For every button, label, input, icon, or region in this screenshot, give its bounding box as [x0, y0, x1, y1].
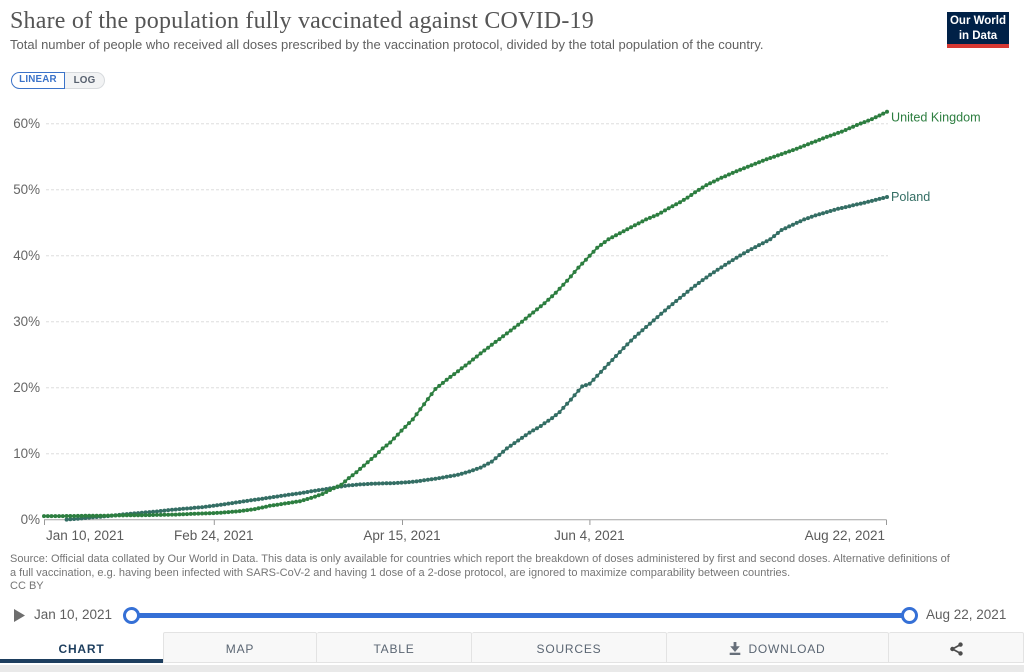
svg-text:20%: 20%: [13, 380, 40, 395]
svg-text:30%: 30%: [13, 314, 40, 329]
svg-text:0%: 0%: [21, 512, 40, 527]
svg-text:50%: 50%: [13, 182, 40, 197]
svg-text:60%: 60%: [13, 116, 40, 131]
svg-text:Apr 15, 2021: Apr 15, 2021: [363, 528, 440, 543]
svg-text:Feb 24, 2021: Feb 24, 2021: [174, 528, 254, 543]
svg-text:Aug 22, 2021: Aug 22, 2021: [805, 528, 885, 543]
svg-text:40%: 40%: [13, 248, 40, 263]
svg-text:Jan 10, 2021: Jan 10, 2021: [46, 528, 124, 543]
svg-text:United Kingdom: United Kingdom: [891, 111, 981, 125]
svg-text:Poland: Poland: [891, 190, 930, 204]
svg-text:Jun 4, 2021: Jun 4, 2021: [554, 528, 625, 543]
svg-text:10%: 10%: [13, 446, 40, 461]
